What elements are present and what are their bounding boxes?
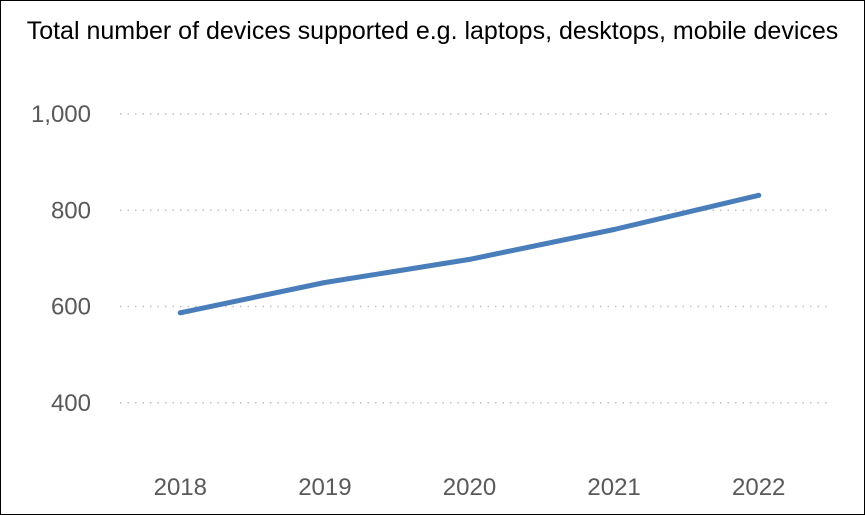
y-tick-label: 1,000 — [31, 101, 91, 128]
chart-title: Total number of devices supported e.g. l… — [26, 17, 839, 45]
gridlines — [120, 113, 831, 404]
x-tick-label: 2022 — [732, 474, 785, 501]
y-tick-label: 600 — [51, 294, 91, 321]
data-point — [177, 310, 183, 316]
y-tick-label: 400 — [51, 390, 91, 417]
x-tick-label: 2020 — [443, 474, 496, 501]
data-point — [756, 192, 762, 198]
data-point — [467, 256, 472, 262]
series-line-0 — [177, 192, 762, 316]
x-axis-tick-labels: 2018 2019 2020 2021 2022 — [154, 474, 786, 501]
data-point — [322, 279, 328, 285]
y-axis-tick-labels: 400 600 800 1,000 — [31, 101, 91, 417]
series-lines — [177, 192, 762, 316]
x-tick-label: 2018 — [154, 474, 207, 501]
data-point — [611, 227, 617, 233]
y-tick-label: 800 — [51, 197, 91, 224]
x-tick-label: 2021 — [587, 474, 640, 501]
x-tick-label: 2019 — [298, 474, 351, 501]
